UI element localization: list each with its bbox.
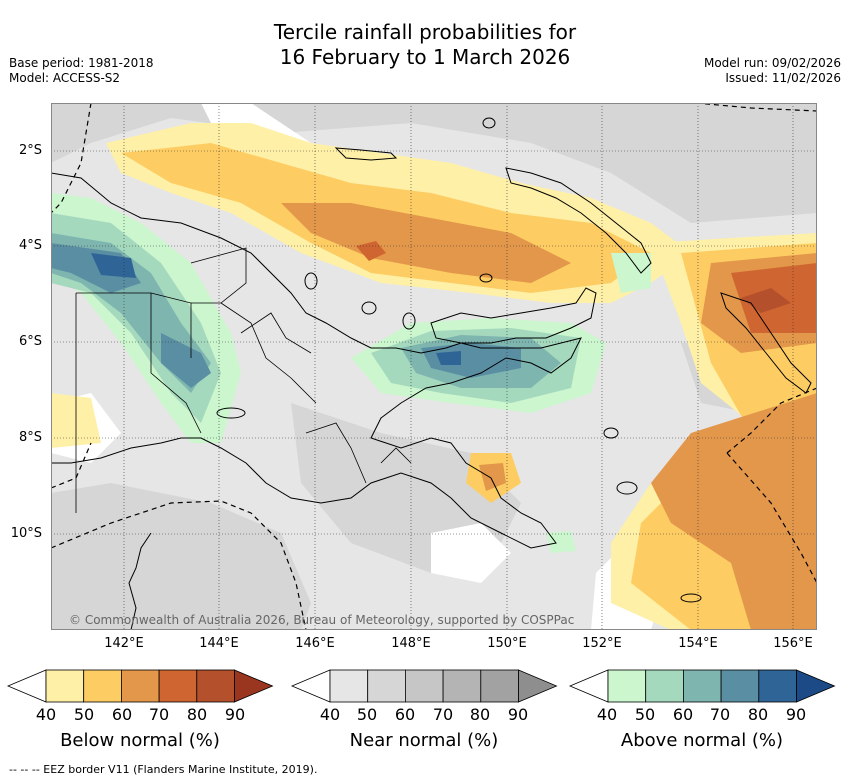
lon-label-148e: 148°E <box>391 636 431 651</box>
below-normal-north-60 <box>281 203 571 283</box>
model-name: Model: ACCESS-S2 <box>9 71 121 85</box>
colorbar-swatch <box>45 669 85 703</box>
near-normal-region-north <box>51 103 817 223</box>
province-borders <box>75 247 412 513</box>
map-frame <box>51 103 817 630</box>
above-normal-east-small <box>611 253 651 293</box>
colorbar-under-arrow <box>6 669 47 703</box>
colorbar-swatch <box>442 669 482 703</box>
cb-near-tick: 60 <box>394 705 416 724</box>
colorbar-below-title: Below normal (%) <box>60 730 220 751</box>
colorbar-below <box>6 669 274 703</box>
near-normal-region-southwest <box>51 483 311 630</box>
white-gap-2 <box>431 523 511 583</box>
colorbar-above <box>568 669 836 703</box>
above-normal-southeast-small <box>546 531 576 553</box>
below-normal-east-60 <box>651 253 817 630</box>
lat-label-6s: 6°S <box>18 334 42 349</box>
lon-label-152e: 152°E <box>582 636 622 651</box>
colorbar-over-arrow <box>234 669 274 703</box>
above-normal-west-80 <box>91 253 136 278</box>
cb-below-tick: 70 <box>148 705 170 724</box>
cb-near-tick: 40 <box>319 705 341 724</box>
above-normal-central-70 <box>421 343 521 378</box>
cb-near-tick: 90 <box>507 705 529 724</box>
title-line-2: 16 February to 1 March 2026 <box>279 45 571 69</box>
colorbar-near <box>290 669 558 703</box>
map-title: Tercile rainfall probabilities for 16 Fe… <box>0 20 850 70</box>
lon-label-144e: 144°E <box>199 636 239 651</box>
colorbar-swatch <box>607 669 647 703</box>
above-normal-central-80 <box>436 351 461 365</box>
cb-near-tick: 50 <box>356 705 378 724</box>
eez-note: -- -- -- EEZ border V11 (Flanders Marine… <box>9 763 318 776</box>
colorbar-swatch <box>329 669 369 703</box>
colorbar-swatch <box>720 669 760 703</box>
cb-below-tick: 40 <box>35 705 57 724</box>
colorbar-swatch <box>480 669 519 703</box>
base-period: Base period: 1981-2018 <box>9 56 154 70</box>
title-line-1: Tercile rainfall probabilities for <box>273 20 577 44</box>
lon-label-156e: 156°E <box>773 636 813 651</box>
cb-above-tick: 70 <box>709 705 731 724</box>
cb-below-tick: 50 <box>73 705 95 724</box>
colorbar-above-title: Above normal (%) <box>620 730 784 751</box>
lat-label-10s: 10°S <box>10 526 42 541</box>
lon-label-154e: 154°E <box>678 636 718 651</box>
colorbar-near-title: Near normal (%) <box>349 730 499 751</box>
model-run: Model run: 09/02/2026 <box>703 56 841 70</box>
colorbar-swatch <box>758 669 797 703</box>
cb-above-tick: 40 <box>596 705 618 724</box>
cb-below-tick: 60 <box>111 705 133 724</box>
colorbar-over-arrow <box>796 669 836 703</box>
colorbar-swatch <box>404 669 444 703</box>
cb-near-tick: 70 <box>432 705 454 724</box>
eez-borders <box>51 103 817 630</box>
colorbar-swatch <box>83 669 122 703</box>
below-normal-small-south-60 <box>479 463 506 491</box>
cb-above-tick: 60 <box>672 705 694 724</box>
issued-date: Issued: 11/02/2026 <box>725 71 841 85</box>
colorbar-swatch <box>196 669 235 703</box>
above-normal-west-70 <box>51 243 211 388</box>
colorbar-swatch <box>158 669 198 703</box>
lon-label-142e: 142°E <box>104 636 144 651</box>
lat-label-8s: 8°S <box>18 430 42 445</box>
colorbar-swatch <box>645 669 684 703</box>
lon-label-146e: 146°E <box>295 636 335 651</box>
cb-above-tick: 80 <box>747 705 769 724</box>
cb-below-tick: 80 <box>186 705 208 724</box>
meta-left: Base period: 1981-2018 Model: ACCESS-S2 <box>9 56 154 86</box>
colorbar-swatch <box>683 669 722 703</box>
credit-text: © Commonwealth of Australia 2026, Bureau… <box>69 613 575 627</box>
colorbar-swatch <box>121 669 160 703</box>
meta-right: Model run: 09/02/2026 Issued: 11/02/2026 <box>704 56 841 86</box>
lat-label-4s: 4°S <box>18 238 42 253</box>
cb-above-tick: 90 <box>785 705 807 724</box>
colorbar-over-arrow <box>518 669 558 703</box>
graticule <box>51 103 817 630</box>
colorbars <box>6 669 836 703</box>
colorbar-under-arrow <box>568 669 609 703</box>
colorbar-under-arrow <box>290 669 331 703</box>
colorbar-swatch <box>367 669 406 703</box>
lon-label-150e: 150°E <box>487 636 527 651</box>
cb-below-tick: 90 <box>224 705 246 724</box>
rainfall-map <box>51 103 817 630</box>
cb-above-tick: 50 <box>634 705 656 724</box>
lat-label-2s: 2°S <box>18 143 42 158</box>
cb-near-tick: 80 <box>469 705 491 724</box>
